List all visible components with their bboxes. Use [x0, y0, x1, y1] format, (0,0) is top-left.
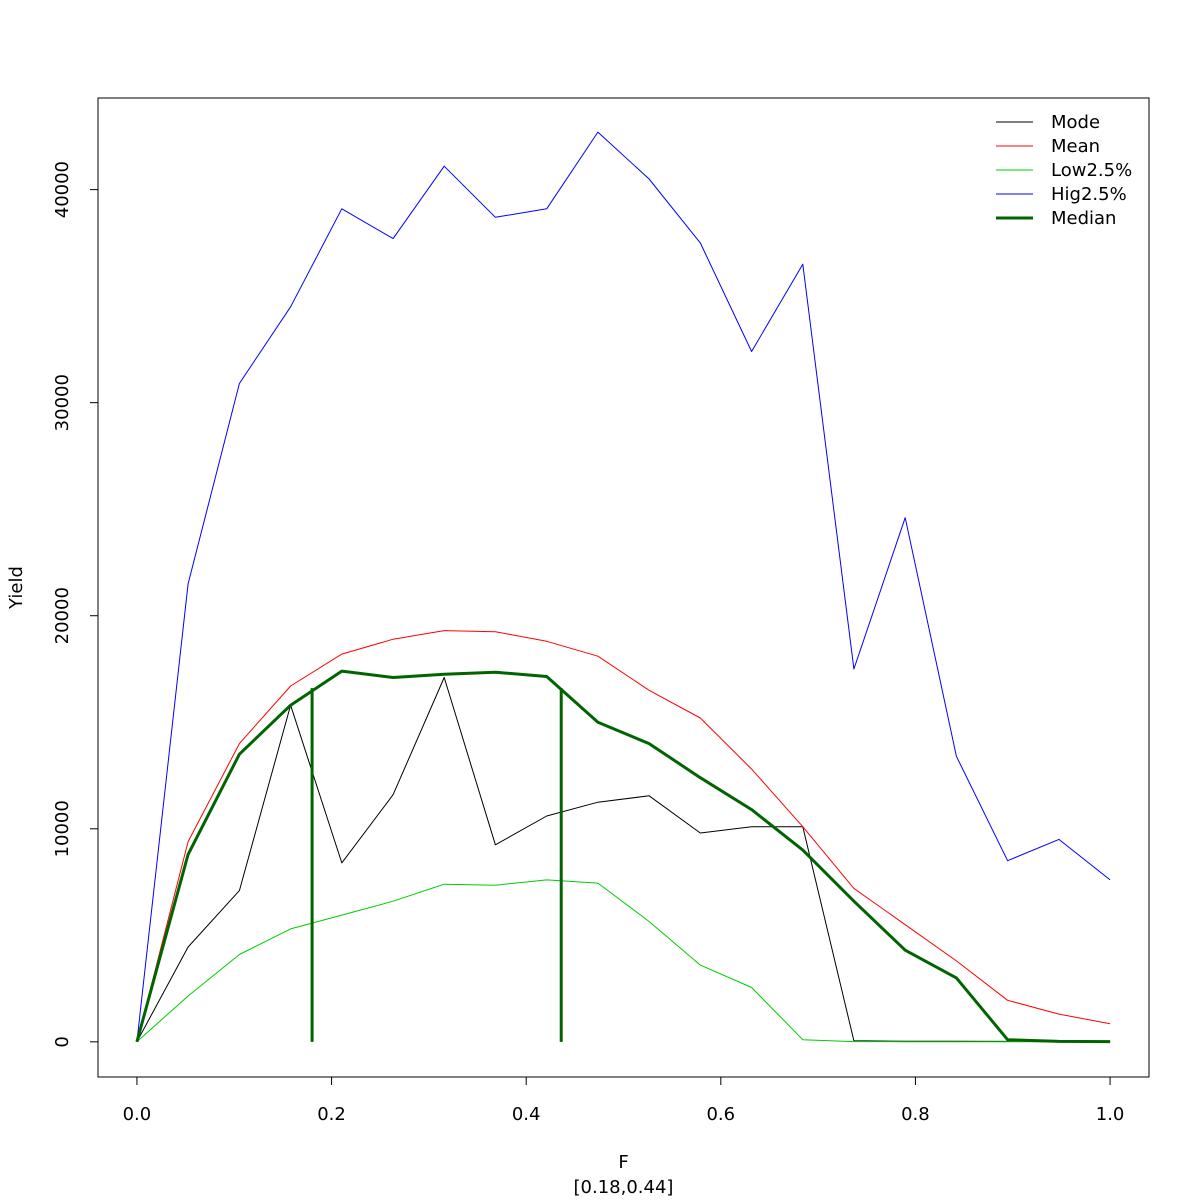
- y-axis-title: Yield: [6, 566, 27, 610]
- y-tick-label: 40000: [52, 161, 73, 218]
- y-tick-label: 20000: [52, 587, 73, 644]
- x-tick-label: 0.4: [512, 1104, 541, 1125]
- y-tick-label: 10000: [52, 800, 73, 857]
- x-tick-label: 0.2: [317, 1104, 346, 1125]
- x-axis-title: F: [618, 1152, 628, 1173]
- legend-label: Mean: [1051, 136, 1100, 157]
- plot-area: [135, 131, 1111, 1044]
- series-line-low2-5-: [136, 879, 1111, 1043]
- series-line-mean: [136, 630, 1111, 1042]
- x-tick-label: 0.6: [706, 1104, 735, 1125]
- x-tick-label: 0.8: [901, 1104, 930, 1125]
- series-line-median: [135, 669, 1111, 1044]
- x-tick-label: 0.0: [123, 1104, 152, 1125]
- x-axis: 0.0 0.2 0.4 0.6 0.8 1.0: [123, 1076, 1125, 1125]
- y-tick-label: 30000: [52, 374, 73, 431]
- series-line-hig2-5-: [136, 131, 1111, 1042]
- legend: Mode Mean Low2.5% Hig2.5% Median: [996, 112, 1132, 229]
- legend-label: Low2.5%: [1051, 160, 1132, 181]
- legend-label: Hig2.5%: [1051, 184, 1127, 205]
- legend-label: Median: [1051, 208, 1116, 229]
- x-axis-subtitle: [0.18,0.44]: [574, 1177, 674, 1198]
- x-tick-label: 1.0: [1096, 1104, 1125, 1125]
- legend-label: Mode: [1051, 112, 1100, 133]
- y-axis: 0 10000 20000 30000 40000: [52, 161, 99, 1048]
- y-tick-label: 0: [52, 1036, 73, 1047]
